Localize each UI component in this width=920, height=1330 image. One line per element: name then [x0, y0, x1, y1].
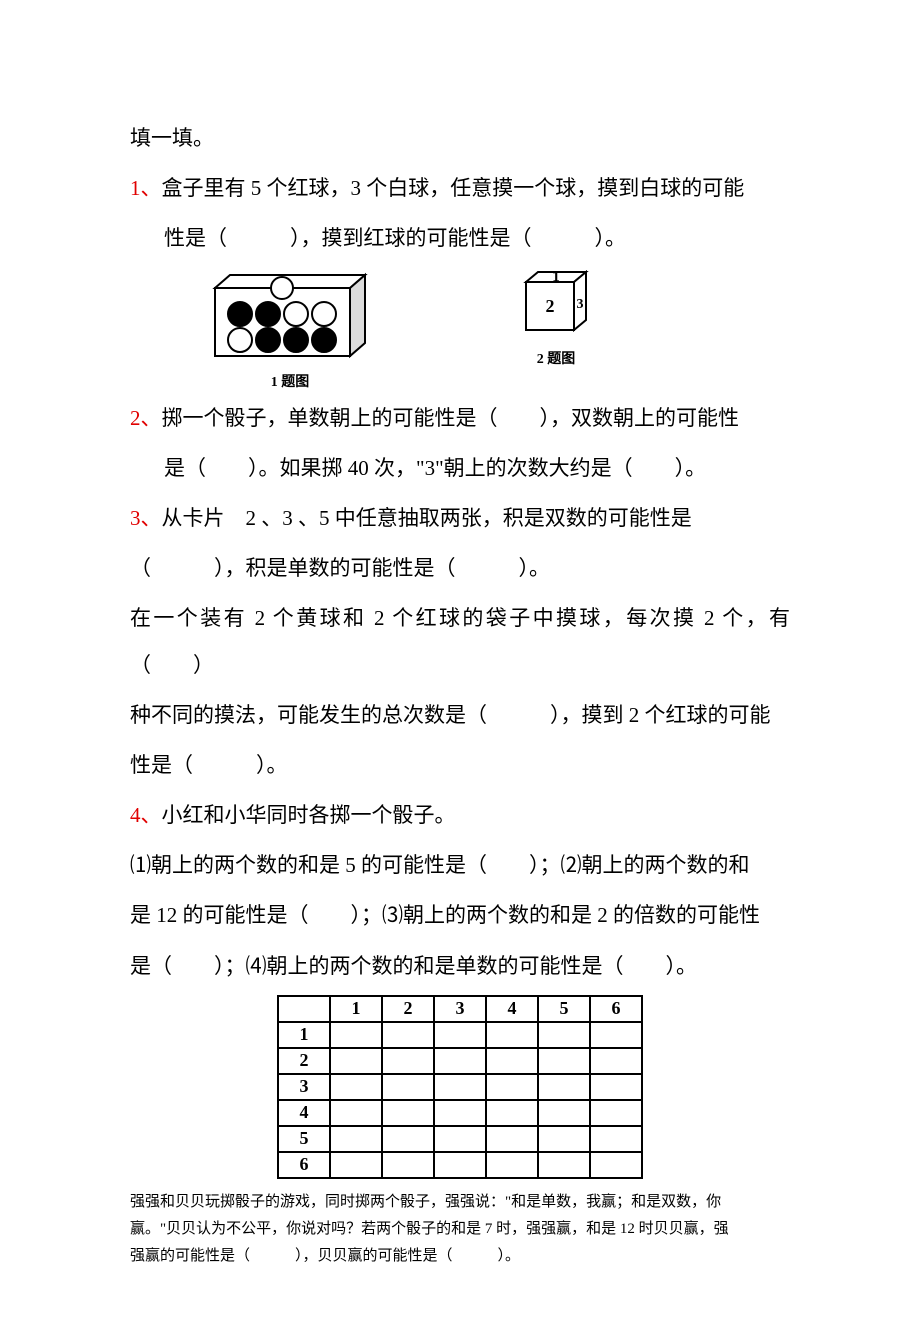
table-col-head: 3: [434, 996, 486, 1022]
dice-face-2: 2: [546, 296, 555, 316]
table-col-head: 6: [590, 996, 642, 1022]
q2-line2: 是（ ）。如果掷 40 次，"3"朝上的次数大约是（ ）。: [130, 445, 790, 491]
table-row: 2: [278, 1048, 642, 1074]
table-row: 5: [278, 1126, 642, 1152]
table-col-head: 4: [486, 996, 538, 1022]
figure-2: 1 2 3 2 题图: [520, 270, 592, 368]
figure-row: 1 题图 1 2 3 2 题图: [200, 270, 790, 391]
dice-face-1: 1: [552, 270, 560, 285]
q3-line1: 3、从卡片 2 、3 、5 中任意抽取两张，积是双数的可能性是: [130, 495, 790, 541]
table-row-head: 1: [278, 1022, 330, 1048]
q1-num: 1、: [130, 176, 162, 200]
q5-line1: 强强和贝贝玩掷骰子的游戏，同时掷两个骰子，强强说："和是单数，我赢；和是双数，你: [130, 1189, 790, 1216]
q4-title: 4、小红和小华同时各掷一个骰子。: [130, 792, 790, 838]
figure-2-caption: 2 题图: [537, 348, 576, 368]
q4-num: 4、: [130, 803, 162, 827]
table-row: 4: [278, 1100, 642, 1126]
table-row: 1: [278, 1022, 642, 1048]
table-row-head: 6: [278, 1152, 330, 1178]
q4-text: 小红和小华同时各掷一个骰子。: [162, 803, 456, 827]
q3-line4: 种不同的摸法，可能发生的总次数是（ ），摸到 2 个红球的可能: [130, 692, 790, 738]
q3-num: 3、: [130, 506, 162, 530]
q5-line3: 强赢的可能性是（ ），贝贝赢的可能性是（ ）。: [130, 1243, 790, 1270]
q3-line5: 性是（ ）。: [130, 742, 790, 788]
ball-box-icon: [200, 270, 380, 365]
dice-sum-table: 1 2 3 4 5 6 1 2 3 4 5 6: [277, 995, 643, 1179]
table-col-head: 2: [382, 996, 434, 1022]
q5-line2: 赢。"贝贝认为不公平，你说对吗？若两个骰子的和是 7 时，强强赢，和是 12 时…: [130, 1216, 790, 1243]
q3-line3: 在一个装有 2 个黄球和 2 个红球的袋子中摸球，每次摸 2 个，有（ ）: [130, 595, 790, 687]
dice-icon: 1 2 3: [520, 270, 592, 342]
table-row: 3: [278, 1074, 642, 1100]
table-header-row: 1 2 3 4 5 6: [278, 996, 642, 1022]
q3-text1: 从卡片 2 、3 、5 中任意抽取两张，积是双数的可能性是: [162, 506, 692, 530]
table-col-head: 5: [538, 996, 590, 1022]
table-corner: [278, 996, 330, 1022]
q2-num: 2、: [130, 406, 162, 430]
q4-line1: ⑴朝上的两个数的和是 5 的可能性是（ ）；⑵朝上的两个数的和: [130, 842, 790, 888]
dice-face-3: 3: [577, 297, 584, 312]
q1-text1: 盒子里有 5 个红球，3 个白球，任意摸一个球，摸到白球的可能: [162, 176, 745, 200]
table-row-head: 3: [278, 1074, 330, 1100]
figure-1: 1 题图: [200, 270, 380, 391]
table-col-head: 1: [330, 996, 382, 1022]
q3-line2: （ ），积是单数的可能性是（ ）。: [130, 545, 790, 591]
q4-line3: 是（ ）；⑷朝上的两个数的和是单数的可能性是（ ）。: [130, 943, 790, 989]
figure-1-caption: 1 题图: [271, 371, 310, 391]
table-row: 6: [278, 1152, 642, 1178]
section-title: 填一填。: [130, 115, 790, 161]
table-row-head: 5: [278, 1126, 330, 1152]
q2-text1: 掷一个骰子，单数朝上的可能性是（ ），双数朝上的可能性: [162, 406, 740, 430]
q1-line1: 1、盒子里有 5 个红球，3 个白球，任意摸一个球，摸到白球的可能: [130, 165, 790, 211]
q2-line1: 2、掷一个骰子，单数朝上的可能性是（ ），双数朝上的可能性: [130, 395, 790, 441]
table-row-head: 4: [278, 1100, 330, 1126]
q4-line2: 是 12 的可能性是（ ）；⑶朝上的两个数的和是 2 的倍数的可能性: [130, 892, 790, 938]
q1-line2: 性是（ ），摸到红球的可能性是（ ）。: [130, 215, 790, 261]
table-row-head: 2: [278, 1048, 330, 1074]
